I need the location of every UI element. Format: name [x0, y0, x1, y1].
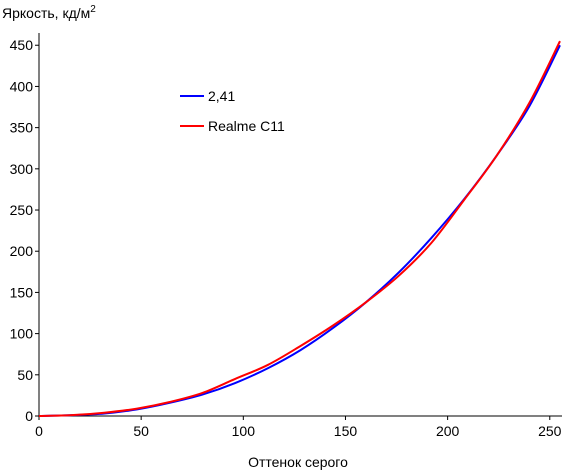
plot-area: [38, 33, 562, 417]
series-layer: [38, 40, 561, 417]
y-tick-label: 0: [25, 408, 33, 424]
x-tick-label: 200: [436, 423, 460, 439]
x-tick-label: 250: [538, 423, 562, 439]
y-tick-label: 400: [10, 78, 34, 94]
series-line-2: [38, 40, 561, 417]
y-tick-label: 350: [10, 120, 34, 136]
y-axis-label: Яркость, кд/м2: [2, 4, 96, 21]
x-tick-label: 50: [133, 423, 149, 439]
y-axis-label-text: Яркость, кд/м: [2, 5, 90, 21]
y-axis-label-superscript: 2: [90, 4, 96, 15]
series-line-1: [38, 44, 561, 417]
svg-text:Яркость, кд/м2: Яркость, кд/м2: [2, 4, 96, 21]
x-axis-label: Оттенок серого: [248, 454, 348, 470]
y-axis: 0 50 100 150 200 250 300 350 400 450: [10, 37, 39, 424]
y-tick-label: 200: [10, 243, 34, 259]
x-axis: 0 50 100 150 200 250: [35, 416, 562, 439]
y-tick-label: 50: [17, 367, 33, 383]
y-tick-label: 250: [10, 202, 34, 218]
y-tick-label: 100: [10, 326, 34, 342]
legend-label-2: Realme C11: [208, 118, 285, 134]
x-tick-label: 100: [232, 423, 256, 439]
y-tick-label: 300: [10, 161, 34, 177]
x-tick-label: 0: [35, 423, 43, 439]
y-tick-label: 150: [10, 284, 34, 300]
legend-label-1: 2,41: [208, 88, 235, 104]
y-tick-label: 450: [10, 37, 34, 53]
legend: 2,41 Realme C11: [180, 88, 285, 134]
x-tick-label: 150: [334, 423, 358, 439]
